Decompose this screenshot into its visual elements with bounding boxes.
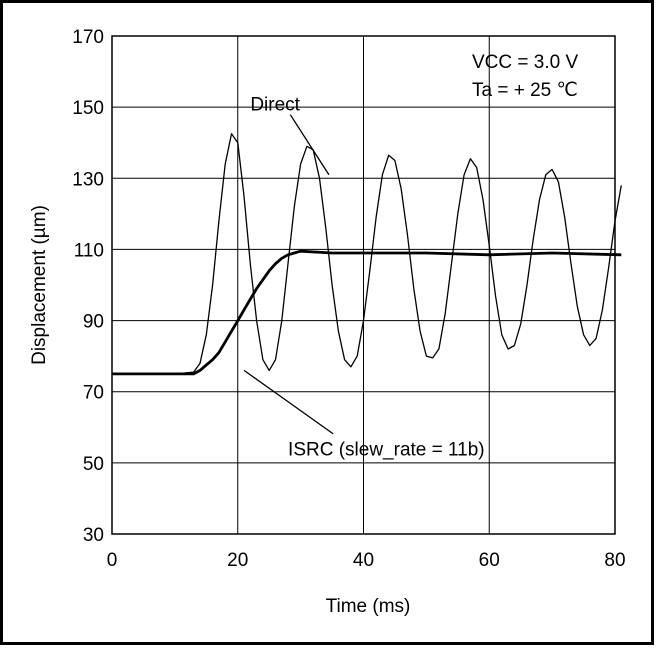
condition-vcc: VCC = 3.0 V bbox=[472, 52, 578, 73]
y-tick-label: 30 bbox=[83, 525, 104, 546]
x-tick-label: 0 bbox=[107, 550, 118, 571]
y-tick-label: 50 bbox=[83, 454, 104, 475]
annotation-leader-line bbox=[243, 369, 334, 435]
y-tick-label: 130 bbox=[72, 169, 104, 190]
y-tick-label: 70 bbox=[83, 383, 104, 404]
x-tick-label: 60 bbox=[479, 550, 500, 571]
annotation-leader-line bbox=[289, 114, 330, 176]
y-tick-label: 110 bbox=[74, 240, 104, 261]
y-tick-label: 150 bbox=[72, 98, 104, 119]
x-tick-label: 80 bbox=[604, 550, 625, 571]
y-axis-label: Displacement (µm) bbox=[29, 205, 50, 365]
annotation-label: ISRC (slew_rate = 11b) bbox=[288, 440, 485, 461]
annotation-label: Direct bbox=[250, 95, 300, 116]
plot-area bbox=[111, 35, 616, 535]
series-line-isrc bbox=[112, 249, 622, 376]
y-tick-label: 90 bbox=[83, 312, 104, 333]
x-tick-label: 40 bbox=[353, 550, 374, 571]
condition-ta: Ta = + 25 ℃ bbox=[472, 80, 578, 101]
y-tick-label: 170 bbox=[72, 27, 104, 48]
series-line-direct bbox=[112, 133, 622, 375]
x-tick-label: 20 bbox=[227, 550, 248, 571]
x-axis-label: Time (ms) bbox=[326, 596, 411, 617]
